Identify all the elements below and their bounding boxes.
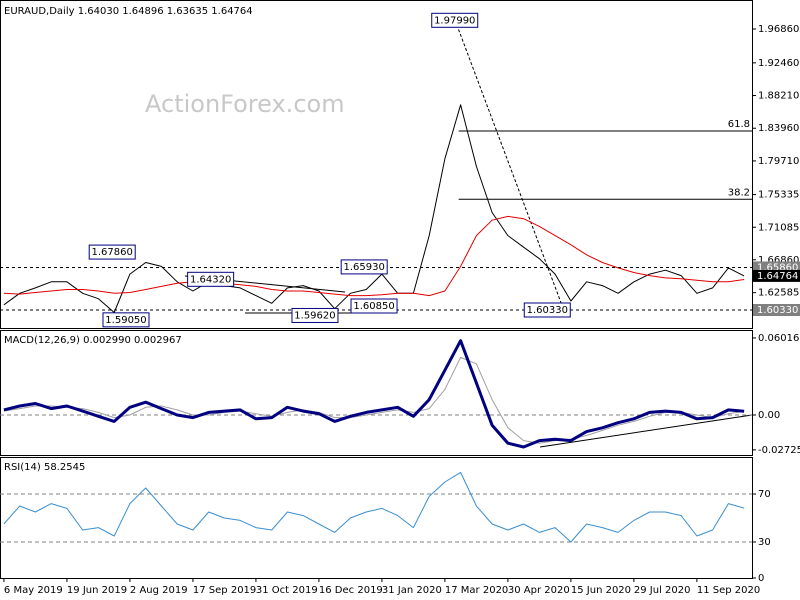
panel-frame xyxy=(0,457,753,579)
x-tick-label: 2 Aug 2019 xyxy=(130,585,188,596)
x-tick-label: 30 Apr 2020 xyxy=(508,585,570,596)
trend-line xyxy=(539,414,753,448)
series-line xyxy=(3,215,745,297)
annotation-box xyxy=(350,298,398,314)
series-line xyxy=(3,471,745,543)
y-tick-label: 0.060165 xyxy=(758,333,800,344)
price-marker-label: 1.65860 xyxy=(757,262,798,273)
y-tick-label: 1.92460 xyxy=(758,58,799,69)
x-tick-label: 17 Mar 2020 xyxy=(445,585,508,596)
y-tick-label: 1.62585 xyxy=(758,288,799,299)
x-tick-label: 16 Dec 2019 xyxy=(319,585,383,596)
x-tick-label: 15 Jun 2020 xyxy=(571,585,631,596)
annotation-label: 1.59620 xyxy=(294,310,335,321)
annotation-label: 1.60330 xyxy=(527,305,568,316)
x-tick-label: 29 Jul 2020 xyxy=(634,585,691,596)
annotation-box xyxy=(340,259,388,275)
y-tick-label: 1.79710 xyxy=(758,156,799,167)
y-tick-label: 70 xyxy=(758,489,771,500)
y-tick-label: 1.66860 xyxy=(758,255,799,266)
series-line xyxy=(3,104,745,313)
series-line xyxy=(3,356,745,444)
x-tick-label: 17 Sep 2019 xyxy=(193,585,256,596)
annotation-label: 1.59050 xyxy=(105,315,146,326)
panel-title: RSI(14) 58.2545 xyxy=(4,462,85,473)
annotation-box xyxy=(523,302,571,318)
y-tick-label: 1.75335 xyxy=(758,190,799,201)
panel-frame xyxy=(0,0,753,329)
fib-label: 61.8 xyxy=(728,119,750,130)
watermark: ActionForex.com xyxy=(145,90,345,118)
annotation-label: 1.67860 xyxy=(92,247,133,258)
annotation-label: 1.97990 xyxy=(434,15,475,26)
fib-label: 38.2 xyxy=(728,187,750,198)
series-line xyxy=(3,339,745,449)
price-marker xyxy=(753,269,800,282)
annotation-label: 1.65930 xyxy=(344,262,385,273)
panel-title: MACD(12,26,9) 0.002990 0.002967 xyxy=(4,335,182,346)
annotation-label: 1.60850 xyxy=(353,301,394,312)
y-tick-label: 1.88210 xyxy=(758,91,799,102)
annotation-box xyxy=(88,244,136,260)
price-marker-label: 1.64764 xyxy=(757,271,798,282)
annotation-box xyxy=(187,271,235,287)
x-tick-label: 11 Sep 2020 xyxy=(697,585,760,596)
y-tick-label: 1.71085 xyxy=(758,222,799,233)
annotation-box xyxy=(431,12,479,28)
y-tick-label: 1.83960 xyxy=(758,123,799,134)
trend-line xyxy=(454,19,564,309)
annotation-box xyxy=(291,307,339,323)
x-tick-label: 19 Jun 2019 xyxy=(67,585,127,596)
price-marker-label: 1.60330 xyxy=(757,305,798,316)
panel-title: EURAUD,Daily 1.64030 1.64896 1.63635 1.6… xyxy=(4,6,253,17)
y-tick-label: 1.96860 xyxy=(758,24,799,35)
annotation-label: 1.64320 xyxy=(190,274,231,285)
annotation-box xyxy=(102,312,150,328)
frames xyxy=(0,0,753,579)
x-tick-label: 6 May 2019 xyxy=(4,585,63,596)
y-tick-label: 0 xyxy=(758,573,764,584)
x-tick-label: 31 Oct 2019 xyxy=(256,585,318,596)
y-tick-label: 30 xyxy=(758,537,771,548)
panel-frame xyxy=(0,330,753,456)
y-tick-label: 0.00 xyxy=(758,410,780,421)
y-tick-label: -0.02725 xyxy=(758,445,800,456)
price-marker xyxy=(753,304,800,316)
x-tick-label: 31 Jan 2020 xyxy=(382,585,442,596)
